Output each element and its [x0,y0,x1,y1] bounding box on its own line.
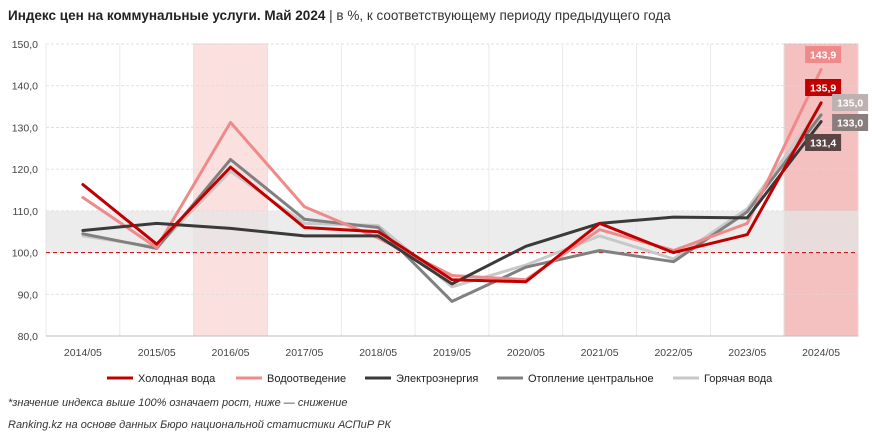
legend-label-sewerage: Водоотведение [267,373,346,385]
source-note: Ranking.kz на основе данных Бюро национа… [8,419,391,431]
x-tick-label: 2016/05 [212,347,250,359]
legend-label-electricity: Электроэнергия [396,373,478,385]
title-separator: | [329,8,333,23]
footnote: *значение индекса выше 100% означает рос… [8,397,348,409]
end-label-electricity: 131,4 [810,138,836,150]
end-label-box-electricity [805,134,842,151]
end-label-sewerage: 143,9 [810,50,836,62]
chart-title: Индекс цен на коммунальные услуги. Май 2… [8,8,326,23]
legend-label-heating: Отопление центральное [528,373,654,385]
series-line-sewerage [81,67,823,282]
end-label-heating: 133,0 [837,118,863,130]
end-label-hot-water: 135,0 [837,98,863,110]
legend-label-hot-water: Горячая вода [704,373,773,385]
x-tick-label: 2023/05 [728,347,766,359]
gridlines [45,43,859,336]
end-label-box-hot-water [832,94,869,111]
x-tick-label: 2021/05 [581,347,619,359]
y-tick-label: 120,0 [12,164,38,176]
x-tick-label: 2019/05 [433,347,471,359]
chart-title-row: Индекс цен на коммунальные услуги. Май 2… [8,8,671,23]
legend: Холодная вода Водоотведение Электроэнергия… [107,373,773,385]
axes: 80,0 90,0 100,0 110,0 120,0 130,0 140,0 150,0 20… [12,39,858,359]
series-line-cold-water [81,101,823,284]
x-tick-label: 2015/05 [138,347,176,359]
y-tick-label: 150,0 [12,39,38,51]
line-chart: 80,0 90,0 100,0 110,0 120,0 130,0 140,0 150,0 20… [12,39,869,385]
x-tick-label: 2017/05 [285,347,323,359]
series-line-electricity [81,120,823,286]
legend-label-cold-water: Холодная вода [138,373,216,385]
y-tick-label: 140,0 [12,81,38,93]
end-label-box-heating [832,114,869,131]
end-label-box-sewerage [805,46,842,63]
y-tick-label: 110,0 [13,206,39,218]
y-tick-label: 90,0 [18,289,39,301]
y-tick-label: 130,0 [12,122,38,134]
end-label-cold-water: 135,9 [810,83,836,95]
series-lines [81,67,823,303]
x-tick-label: 2022/05 [654,347,692,359]
highlight-columns [193,43,859,337]
x-tick-label: 2014/05 [64,347,102,359]
series-line-heating [81,113,823,303]
y-tick-label: 100,0 [12,248,38,260]
end-label-box-cold-water [805,79,842,96]
x-tick-label: 2018/05 [359,347,397,359]
chart-subtitle: в %, к соответствующему периоду предыдущ… [336,8,671,23]
x-tick-label: 2020/05 [507,347,545,359]
y-tick-label: 80,0 [18,331,39,343]
x-tick-label: 2024/05 [802,347,840,359]
